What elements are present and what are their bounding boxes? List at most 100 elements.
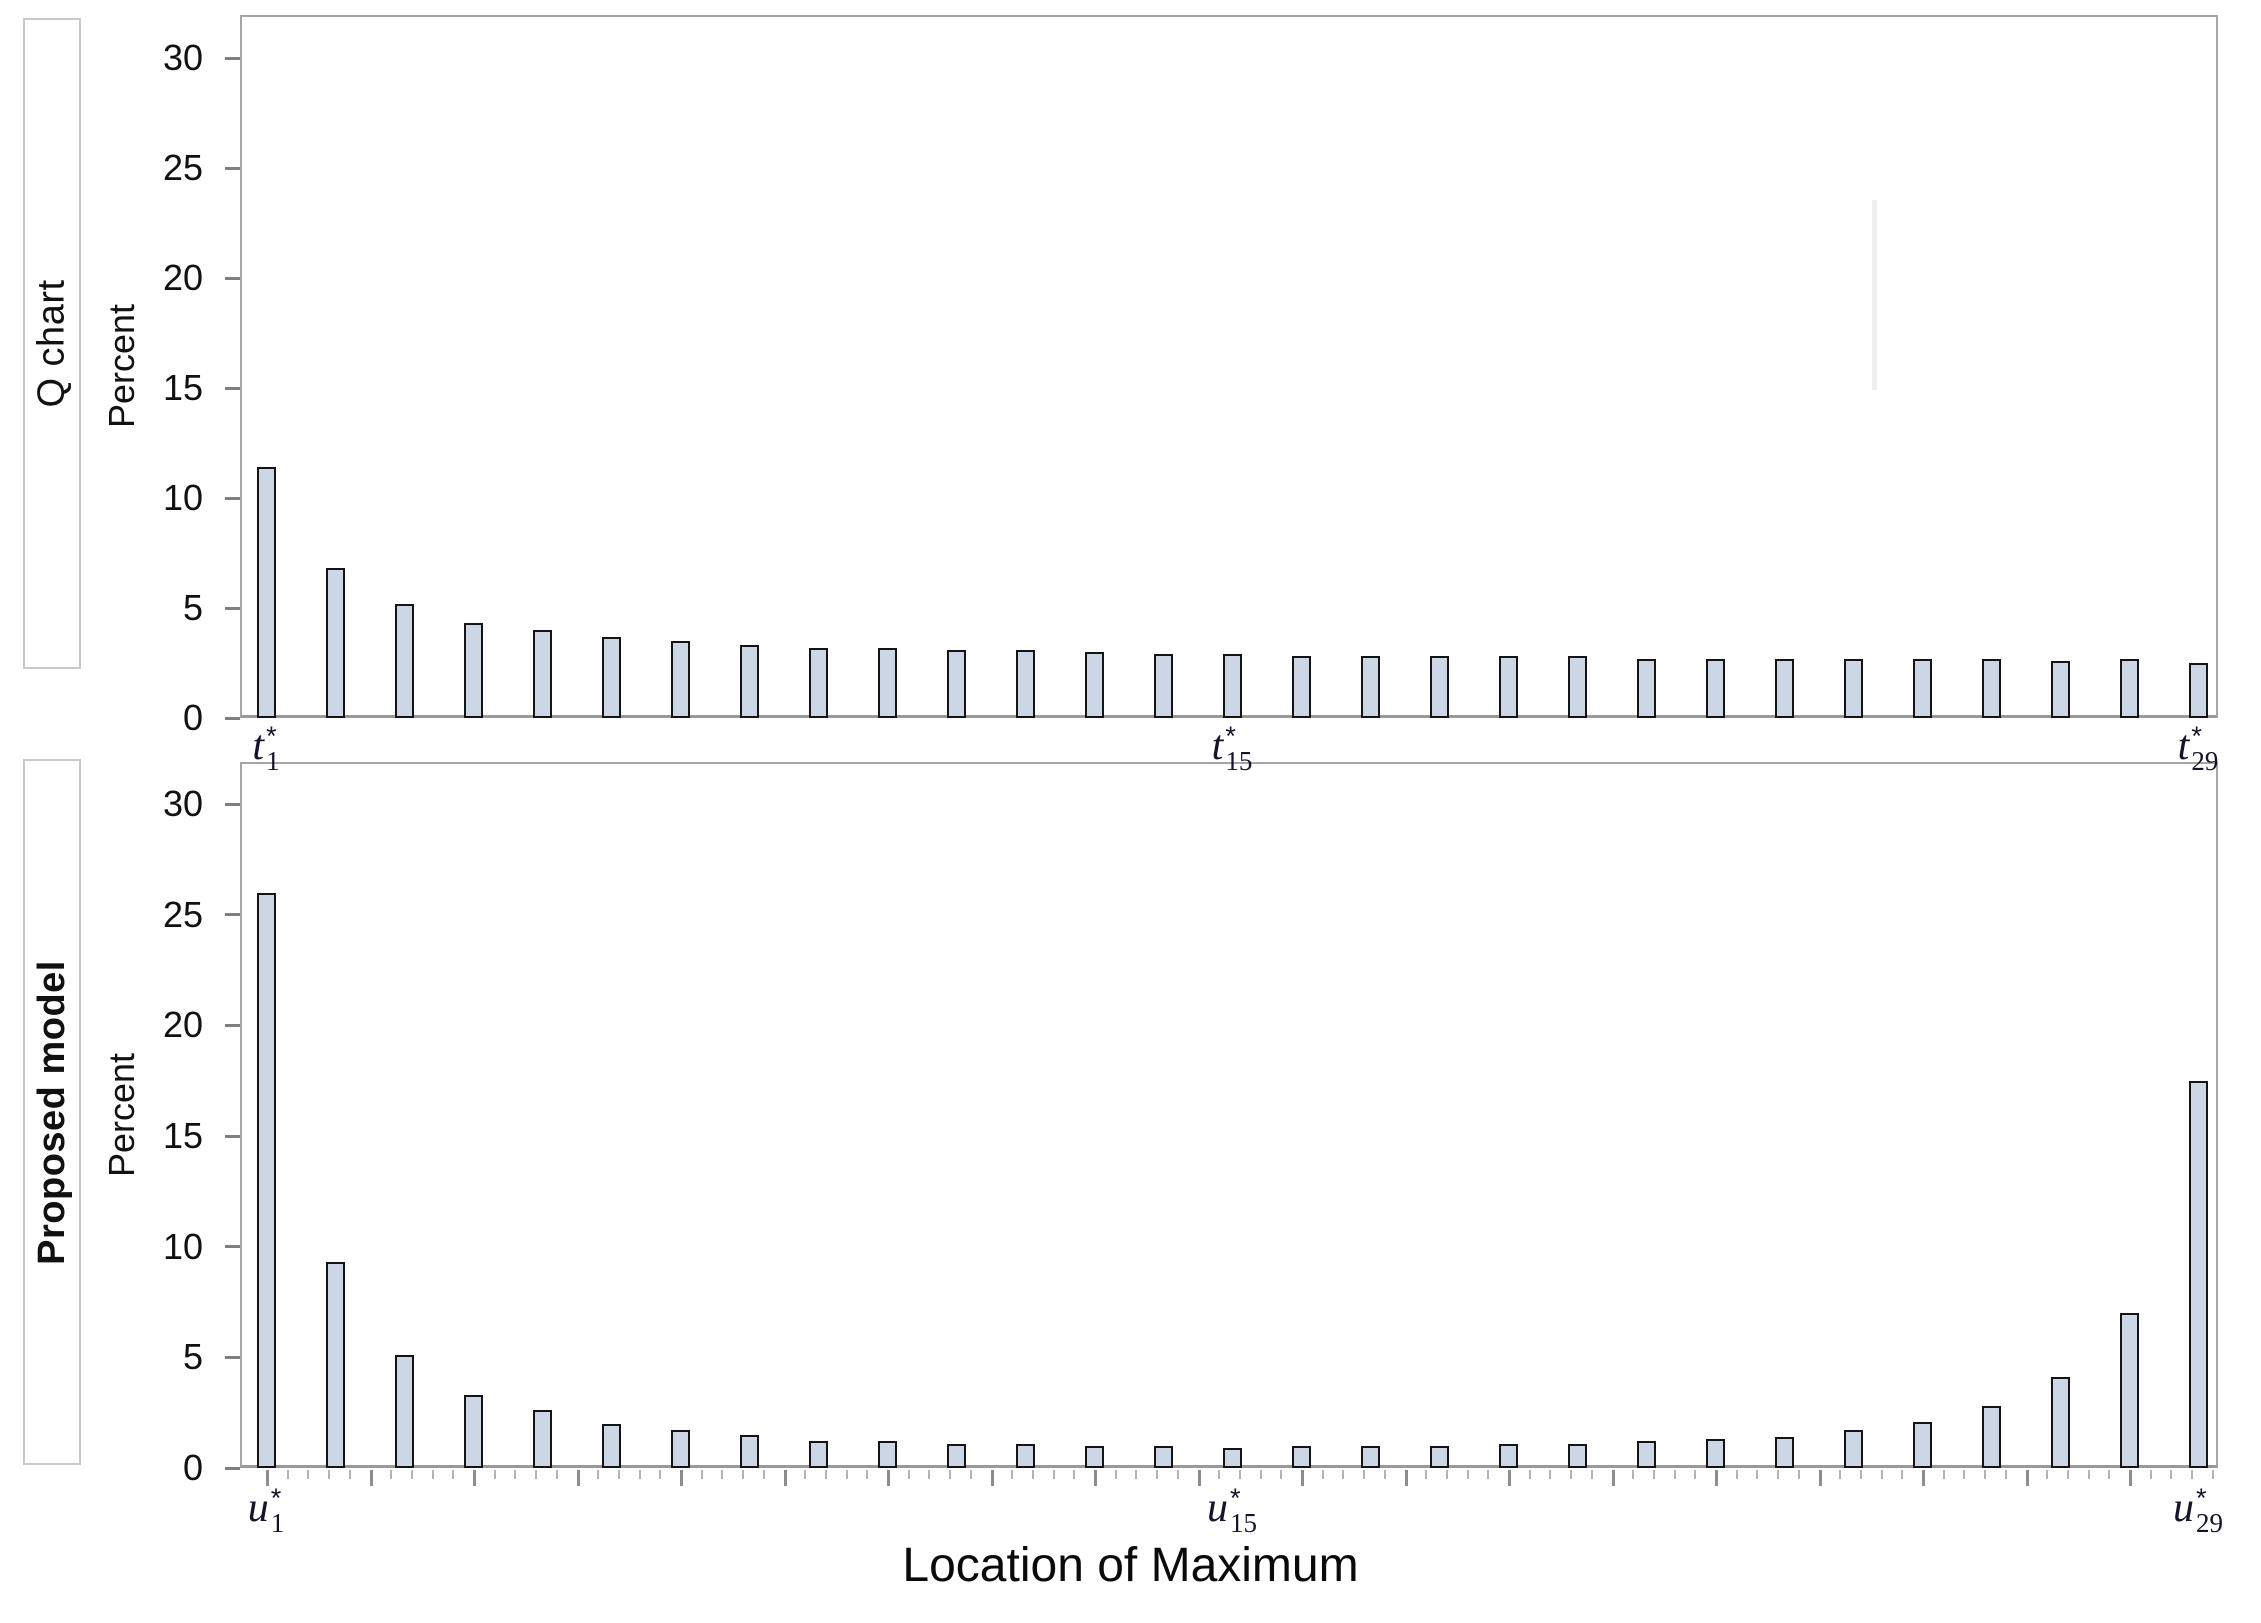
x-minor-tick [431,1470,434,1479]
x-minor-tick [1135,1470,1138,1479]
x-category-subscript: 29 [2191,746,2219,777]
x-minor-tick [1777,1470,1780,1479]
x-minor-tick [1590,1470,1593,1479]
bar [1912,658,1932,718]
x-minor-tick [555,1470,558,1479]
bar [1429,656,1449,718]
x-category-letter: t [252,723,265,770]
x-minor-tick [410,1470,413,1479]
x-minor-tick [535,1470,538,1479]
x-minor-tick [1280,1470,1283,1479]
x-category-label: u * 29 [2173,1484,2223,1537]
y-tick [225,1023,240,1027]
y-tick-label: 0 [182,697,203,738]
y-tick-label: 30 [162,783,203,824]
x-minor-tick [1549,1470,1552,1479]
x-major-tick [1611,1470,1615,1486]
x-minor-tick [1839,1470,1842,1479]
x-minor-tick [1901,1470,1904,1479]
bar [1015,1443,1035,1468]
y-tick-label: 15 [162,1115,203,1156]
bar [1429,1445,1449,1468]
x-major-tick [369,1470,373,1486]
y-tick [225,606,240,610]
x-category-script-stack: * 1 [271,1484,285,1537]
bar [394,603,414,718]
x-minor-tick [452,1470,455,1479]
x-minor-tick [1487,1470,1490,1479]
x-minor-tick [1963,1470,1966,1479]
x-major-tick [1818,1470,1822,1486]
x-major-tick [1508,1470,1511,1486]
bar [1084,652,1104,718]
bar [1084,1445,1104,1468]
bar [877,1441,897,1468]
bar [256,467,276,718]
bar [2188,663,2208,718]
x-minor-tick [1052,1470,1055,1479]
x-minor-tick [659,1470,662,1479]
bar [1498,656,1518,718]
x-major-tick [887,1470,890,1486]
x-minor-tick [2170,1470,2173,1479]
x-minor-tick [1797,1470,1800,1479]
x-major-tick [1094,1470,1097,1486]
x-category-letter: u [247,1485,269,1532]
x-major-tick [680,1470,683,1486]
x-category-superscript: * [2191,721,2202,751]
x-minor-tick [1425,1470,1428,1479]
x-major-tick [1715,1470,1718,1486]
x-major-tick [576,1470,580,1486]
x-minor-tick [762,1470,765,1479]
x-minor-tick [907,1470,910,1479]
y-tick [225,1245,240,1249]
x-major-tick [1922,1470,1925,1486]
y-tick-label: 25 [162,893,203,935]
y-tick-label: 20 [162,1004,203,1046]
bar [532,630,552,718]
bar [2188,1080,2208,1468]
x-minor-tick [824,1470,827,1479]
x-category-label: t * 1 [252,721,279,775]
x-minor-tick [2211,1470,2214,1479]
bar [2119,1313,2139,1468]
bar [325,1262,345,1468]
bar [1636,1441,1656,1468]
x-category-letter: u [1207,1485,1228,1532]
x-minor-tick [1880,1470,1883,1479]
x-major-tick [783,1470,787,1486]
bar [1153,654,1173,718]
bar [463,623,483,718]
x-category-label: u * 1 [247,1484,285,1537]
bar [532,1410,552,1468]
bar [1222,654,1242,718]
x-minor-tick [1673,1470,1676,1479]
x-minor-tick [1984,1470,1987,1479]
bar [1774,658,1794,718]
x-category-script-stack: * 29 [2196,1484,2223,1537]
x-minor-tick [617,1470,620,1479]
x-category-subscript: 15 [1225,746,1253,777]
x-major-tick [266,1470,269,1486]
y-tick [225,1355,240,1359]
x-major-tick [1301,1470,1304,1486]
x-minor-tick [1632,1470,1635,1479]
panel-label-box-q-chart: Q chart [23,18,81,669]
x-category-superscript: * [266,721,277,751]
x-minor-tick [1445,1470,1448,1479]
x-minor-tick [2191,1470,2194,1479]
bar [1360,1445,1380,1468]
x-major-tick [990,1470,994,1486]
x-category-script-stack: * 15 [1230,1483,1257,1537]
x-minor-tick [348,1470,351,1479]
x-minor-tick [328,1470,331,1479]
x-minor-tick [514,1470,517,1479]
bar [1153,1445,1173,1468]
panel-label-q-chart: Q chart [30,279,73,408]
x-axis-title: Location of Maximum [902,1539,1359,1592]
bar [670,1430,690,1468]
x-category-superscript: * [1230,1483,1241,1513]
plot-area-q-chart [240,15,2218,718]
y-tick [225,1134,240,1138]
x-minor-tick [1363,1470,1366,1479]
